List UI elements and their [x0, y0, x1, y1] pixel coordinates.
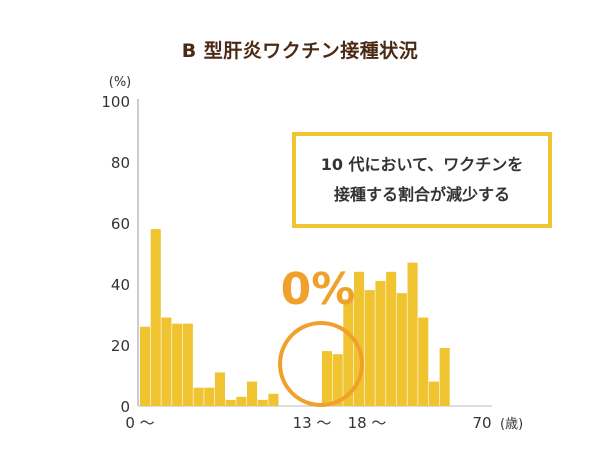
- bar: [428, 381, 439, 406]
- y-tick-label: 40: [111, 276, 130, 294]
- x-tick-label: 70: [472, 414, 491, 432]
- bar: [332, 354, 343, 406]
- y-tick-label: 20: [111, 337, 130, 355]
- x-tick-label: 0 〜: [125, 414, 154, 432]
- x-axis-label: (歳): [500, 417, 523, 432]
- bar: [343, 299, 354, 406]
- bar: [204, 387, 215, 406]
- y-tick-label: 100: [101, 93, 130, 111]
- bar: [257, 399, 268, 406]
- bar: [161, 317, 172, 406]
- y-tick-label: 60: [111, 215, 130, 233]
- y-tick-label: 0: [120, 398, 130, 416]
- bar: [321, 351, 332, 406]
- bar: [268, 393, 279, 406]
- callout-line-1: 10 代において、ワクチンを: [320, 155, 524, 174]
- bar: [140, 326, 151, 406]
- bar: [193, 387, 204, 406]
- x-tick-label: 18 〜: [348, 414, 387, 432]
- bar: [247, 381, 258, 406]
- bar: [386, 271, 397, 406]
- bar: [375, 280, 386, 406]
- y-axis-label: (%): [109, 75, 132, 90]
- bar: [214, 372, 225, 406]
- bar: [236, 396, 247, 406]
- bar: [439, 348, 450, 406]
- bar: [225, 399, 236, 406]
- highlight-circle: [278, 321, 364, 407]
- bar: [150, 229, 161, 406]
- bar: [418, 317, 429, 406]
- callout-box: 10 代において、ワクチンを 接種する割合が減少する: [292, 132, 552, 228]
- y-tick-label: 80: [111, 154, 130, 172]
- bar: [407, 262, 418, 406]
- bar: [172, 323, 183, 406]
- bar: [182, 323, 193, 406]
- bar: [364, 290, 375, 406]
- bar: [354, 271, 365, 406]
- zero-percent-label: 0%: [280, 264, 356, 315]
- chart-title: B 型肝炎ワクチン接種状況: [181, 40, 419, 62]
- bar: [396, 293, 407, 406]
- x-tick-label: 13 〜: [293, 414, 332, 432]
- callout-line-2: 接種する割合が減少する: [333, 185, 510, 204]
